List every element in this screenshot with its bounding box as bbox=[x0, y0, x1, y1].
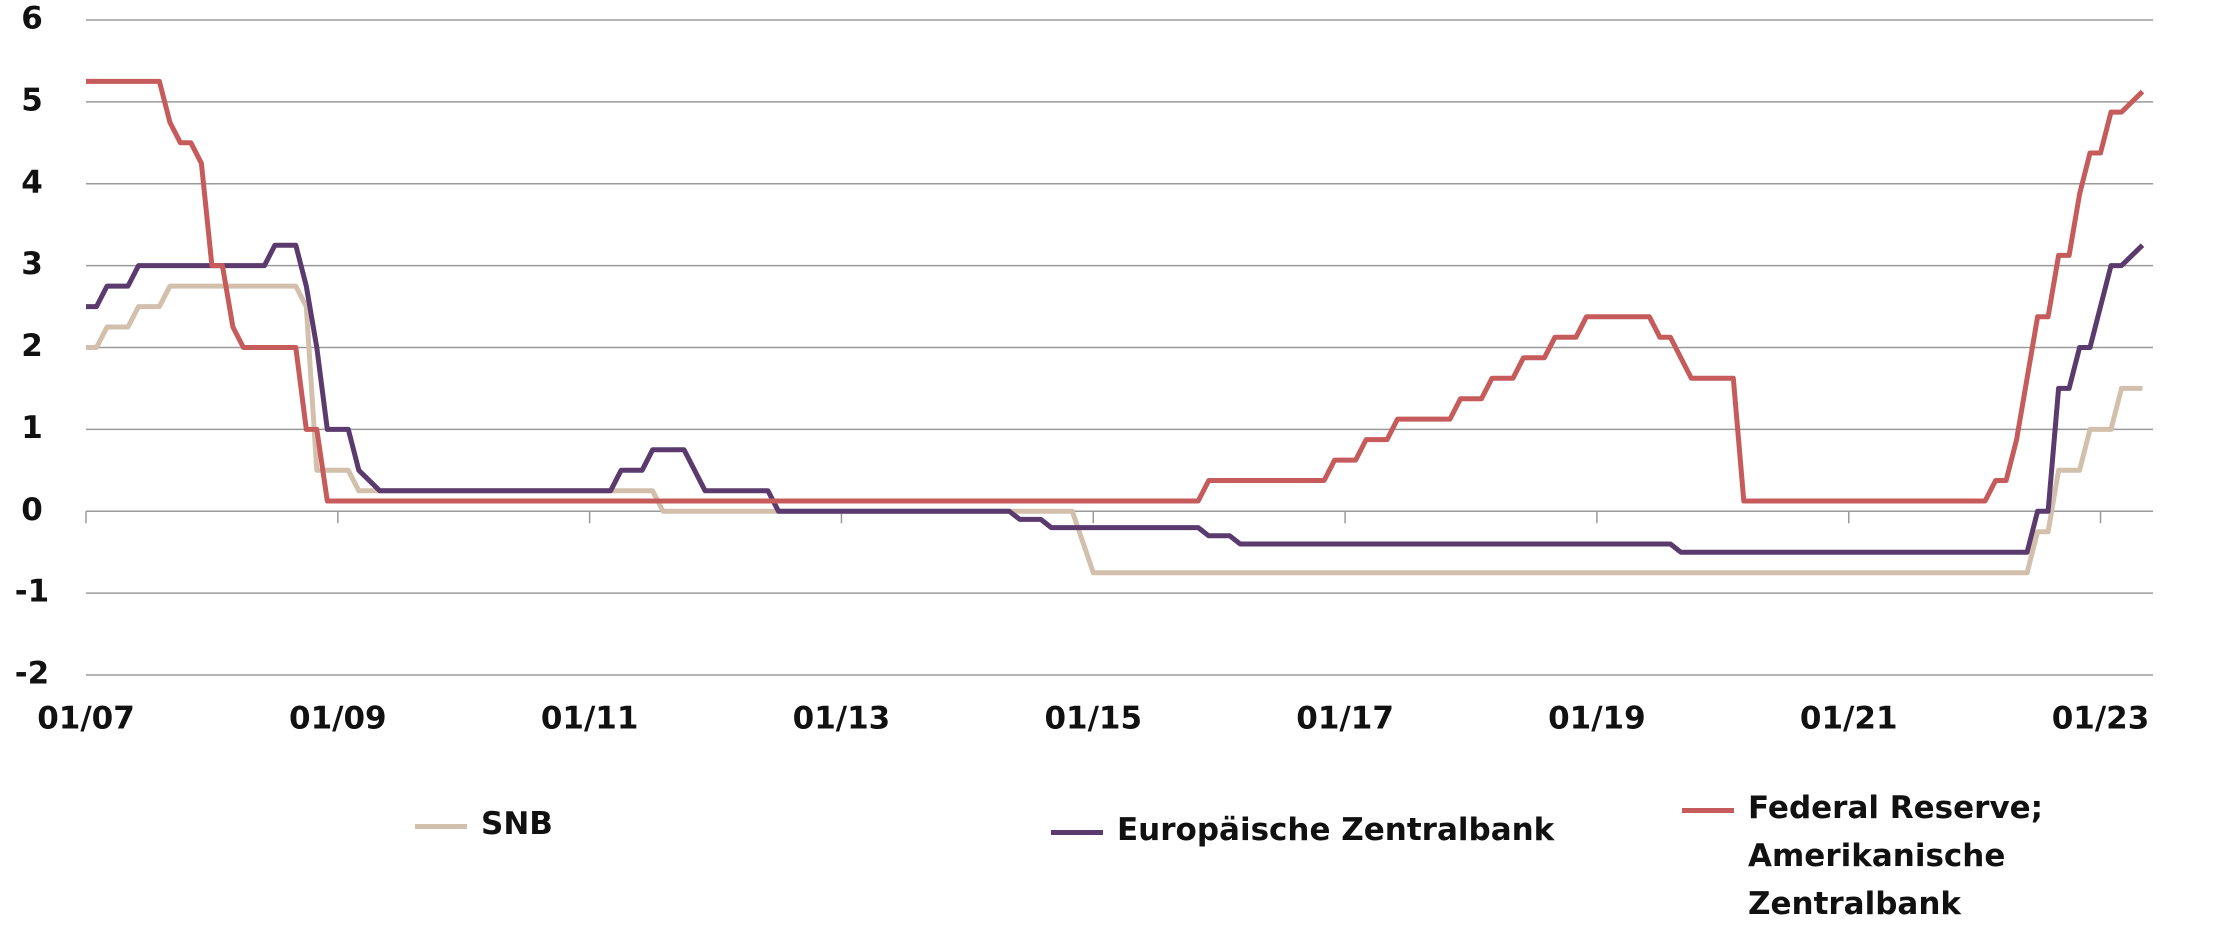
x-tick-label: 01/23 bbox=[2052, 701, 2150, 737]
x-tick-label: 01/19 bbox=[1548, 701, 1646, 737]
y-tick-label: 6 bbox=[21, 1, 43, 37]
legend-label: Federal Reserve; Amerikanische Zentralba… bbox=[1748, 790, 2044, 922]
x-tick-label: 01/07 bbox=[37, 701, 135, 737]
x-tick-label: 01/17 bbox=[1296, 701, 1394, 737]
legend-label: SNB bbox=[481, 806, 553, 842]
x-tick-label: 01/11 bbox=[541, 701, 639, 737]
legend-swatch bbox=[1682, 808, 1734, 813]
y-tick-label: 3 bbox=[21, 246, 43, 282]
legend-label: Europäische Zentralbank bbox=[1117, 812, 1555, 848]
y-tick-label: 5 bbox=[21, 82, 43, 118]
y-tick-label: -2 bbox=[15, 656, 49, 692]
legend-item: Federal Reserve; Amerikanische Zentralba… bbox=[1682, 784, 2228, 928]
y-tick-label: 1 bbox=[21, 410, 43, 446]
chart-page: -2 -1 0 1 2 3 4 5 6 01/07 01/09 01/11 01/13 01/15 01/1… bbox=[15, 1, 2153, 922]
y-tick-label: 4 bbox=[21, 164, 43, 200]
legend-item: SNB bbox=[415, 800, 553, 848]
x-tick-label: 01/09 bbox=[289, 701, 387, 737]
series-line bbox=[86, 78, 2145, 504]
chart: -2 -1 0 1 2 3 4 5 6 01/07 01/09 01/11 01/13 01/15 01/1… bbox=[15, 1, 2153, 737]
legend-swatch bbox=[1051, 830, 1103, 835]
y-tick-label: 0 bbox=[21, 492, 43, 528]
legend-swatch bbox=[415, 824, 467, 829]
legend-item: Europäische Zentralbank bbox=[1051, 806, 1554, 854]
x-tick-label: 01/15 bbox=[1044, 701, 1142, 737]
x-tick-label: 01/21 bbox=[1800, 701, 1898, 737]
x-tick-label: 01/13 bbox=[793, 701, 891, 737]
y-tick-label: 2 bbox=[21, 328, 43, 364]
series-line bbox=[86, 242, 2145, 555]
y-tick-label: -1 bbox=[15, 574, 49, 610]
